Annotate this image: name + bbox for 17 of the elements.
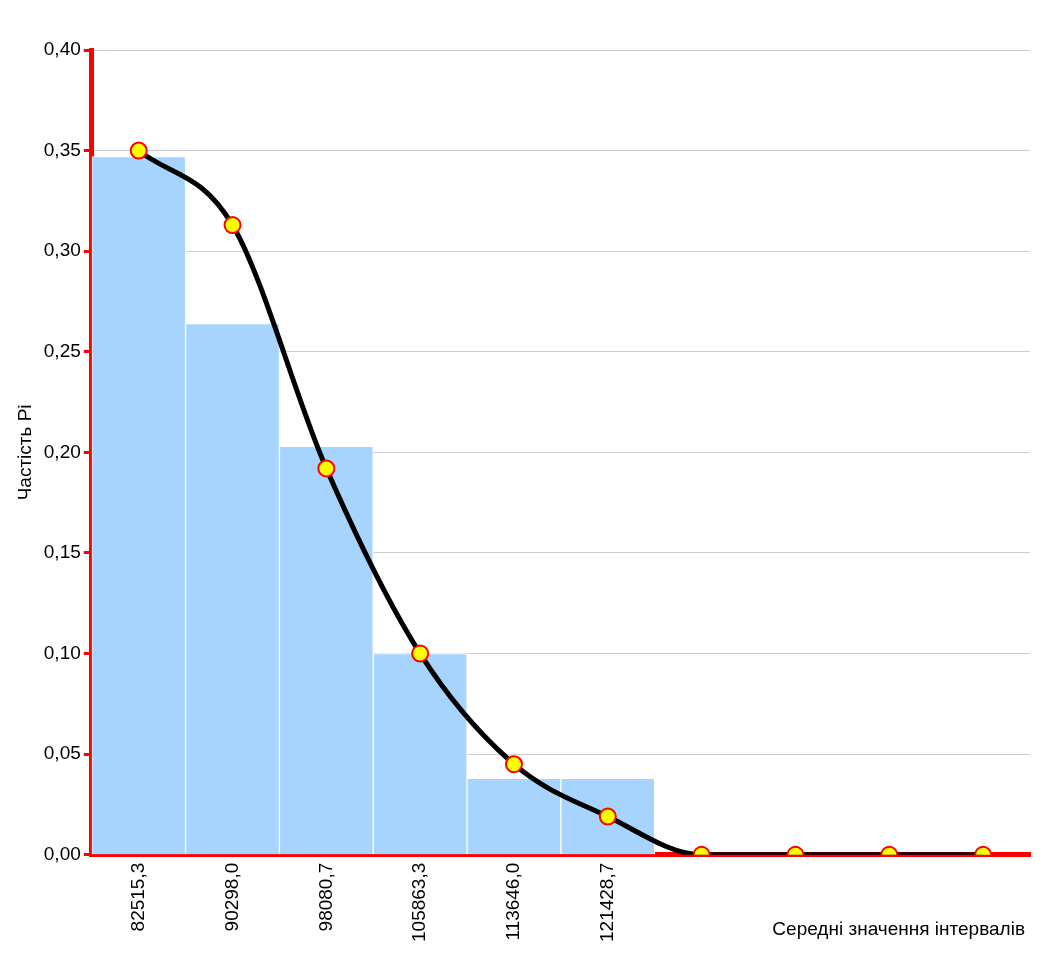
x-axis-title: Середні значення інтервалів <box>772 917 1025 939</box>
y-tick-label: 0,05 <box>43 742 81 764</box>
x-tick-label: 98080,7 <box>314 862 336 932</box>
x-tick-label: 113646,0 <box>502 862 524 941</box>
y-tick-label: 0,15 <box>43 541 81 563</box>
y-tick-label: 0,30 <box>43 239 81 261</box>
x-tick-label: 90298,0 <box>220 862 242 932</box>
x-tick-label: 82515,3 <box>126 862 148 932</box>
y-tick-label: 0,10 <box>43 641 81 663</box>
y-tick-label: 0,40 <box>43 38 81 60</box>
y-tick-label: 0,25 <box>43 340 81 362</box>
y-tick-label: 0,35 <box>43 138 81 160</box>
x-tick-label: 121428,7 <box>596 862 618 942</box>
y-tick-label: 0,00 <box>43 842 81 864</box>
y-tick-label: 0,20 <box>43 440 81 462</box>
x-tick-label: 105863,3 <box>408 862 430 942</box>
y-axis-title: Частість Pi <box>13 404 35 501</box>
